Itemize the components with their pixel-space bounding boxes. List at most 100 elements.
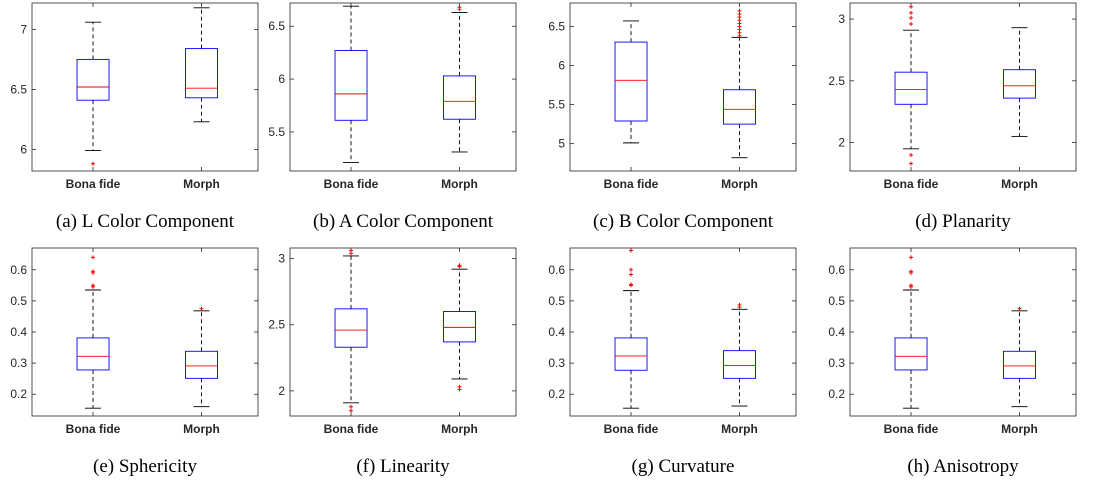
outlier-point [909, 283, 914, 288]
iqr-box [185, 350, 218, 379]
y-tick-label: 3 [838, 12, 845, 26]
subplot-caption: (c) B Color Component [593, 211, 774, 232]
outlier-point [737, 302, 742, 307]
x-category-label: Bona fide [884, 177, 939, 191]
outlier-point [349, 248, 354, 253]
outlier-point [909, 22, 914, 26]
iqr-box [334, 50, 368, 121]
y-tick-label: 3 [278, 252, 285, 266]
subplot-2: 5.5 6 6.5 Bona fide Morph (b) A Color Compone… [268, 2, 517, 232]
x-category-label: Morph [441, 177, 478, 191]
outlier-point [91, 283, 96, 288]
y-tick-label: 2.5 [268, 318, 285, 332]
subplot-caption: (b) A Color Component [313, 211, 494, 232]
y-tick-label: 2 [278, 384, 285, 398]
y-tick-label: 6.5 [10, 82, 27, 96]
x-category-label: Morph [721, 177, 758, 191]
outlier-point [909, 152, 914, 157]
x-category-label: Morph [721, 422, 758, 436]
axes-frame [569, 247, 797, 417]
x-category-label: Bona fide [66, 422, 121, 436]
y-tick-label: 0.2 [828, 387, 845, 401]
iqr-box [1003, 350, 1036, 379]
box-bona-fide [894, 4, 928, 166]
iqr-box [443, 311, 476, 343]
subplot-5: 0.2 0.3 0.4 0.5 0.6 Bona fide Morph (e) Spheric… [10, 247, 259, 477]
y-tick-label: 0.6 [548, 263, 565, 277]
outlier-point [199, 306, 204, 311]
y-tick-label: 0.3 [10, 356, 27, 370]
subplot-caption: (h) Anisotropy [907, 456, 1019, 477]
outlier-point [91, 255, 96, 260]
subplot-6: 2 2.5 3 Bona fide Morph (f) Linearity [268, 247, 517, 477]
subplot-caption: (f) Linearity [356, 456, 450, 477]
outlier-point [91, 269, 96, 274]
iqr-box [76, 337, 110, 371]
y-tick-label: 0.2 [10, 387, 27, 401]
y-tick-label: 6 [20, 142, 27, 156]
box-morph [723, 302, 756, 407]
box-bona-fide [76, 255, 110, 409]
iqr-box [894, 337, 928, 371]
iqr-box [76, 58, 110, 101]
y-tick-label: 2 [838, 136, 845, 150]
box-bona-fide [334, 248, 368, 413]
iqr-box [1003, 69, 1036, 99]
iqr-box [334, 308, 368, 348]
axes-frame [289, 2, 517, 172]
y-tick-label: 5.5 [548, 98, 565, 112]
y-tick-label: 6.5 [548, 19, 565, 33]
y-tick-label: 6 [558, 59, 565, 73]
box-morph [185, 7, 218, 123]
outlier-point [629, 248, 634, 253]
box-bona-fide [894, 255, 928, 409]
box-morph [443, 5, 476, 153]
outlier-point [457, 263, 462, 268]
y-tick-label: 0.6 [828, 263, 845, 277]
axes-frame [569, 2, 797, 172]
iqr-box [443, 75, 476, 120]
axes-frame [31, 2, 259, 172]
outlier-point [737, 8, 742, 13]
axes-frame [289, 247, 517, 417]
subplot-caption: (a) L Color Component [56, 211, 235, 232]
y-tick-label: 0.4 [828, 325, 845, 339]
axes-frame [849, 247, 1077, 417]
x-category-label: Bona fide [66, 177, 121, 191]
x-category-label: Bona fide [884, 422, 939, 436]
outlier-point [457, 384, 462, 389]
y-tick-label: 2.5 [828, 74, 845, 88]
y-tick-label: 0.3 [828, 356, 845, 370]
box-bona-fide [334, 5, 368, 163]
y-tick-label: 0.4 [10, 325, 27, 339]
outlier-point [909, 4, 914, 9]
outlier-point [909, 10, 914, 15]
y-tick-label: 0.5 [548, 294, 565, 308]
iqr-box [614, 41, 648, 122]
y-tick-label: 7 [20, 22, 27, 36]
x-category-label: Morph [183, 422, 220, 436]
outlier-point [349, 404, 354, 409]
outlier-point [1017, 306, 1022, 311]
y-tick-label: 6 [278, 72, 285, 86]
box-bona-fide [76, 21, 110, 166]
axes-frame [849, 2, 1077, 172]
iqr-box [614, 337, 648, 371]
iqr-box [894, 71, 928, 105]
y-tick-label: 5.5 [268, 125, 285, 139]
x-category-label: Bona fide [324, 177, 379, 191]
subplot-caption: (d) Planarity [915, 211, 1011, 232]
outlier-point [349, 408, 354, 413]
box-morph [723, 8, 756, 159]
iqr-box [723, 350, 756, 379]
y-tick-label: 0.3 [548, 356, 565, 370]
y-tick-label: 0.4 [548, 325, 565, 339]
outlier-point [91, 161, 96, 166]
box-morph [443, 263, 476, 392]
subplot-8: 0.2 0.3 0.4 0.5 0.6 Bona fide Morph (h) Anisotr… [828, 247, 1077, 477]
outlier-point [629, 267, 634, 272]
subplot-caption: (g) Curvature [632, 456, 735, 477]
outlier-point [909, 161, 914, 166]
outlier-point [629, 282, 634, 287]
outlier-point [457, 5, 462, 10]
